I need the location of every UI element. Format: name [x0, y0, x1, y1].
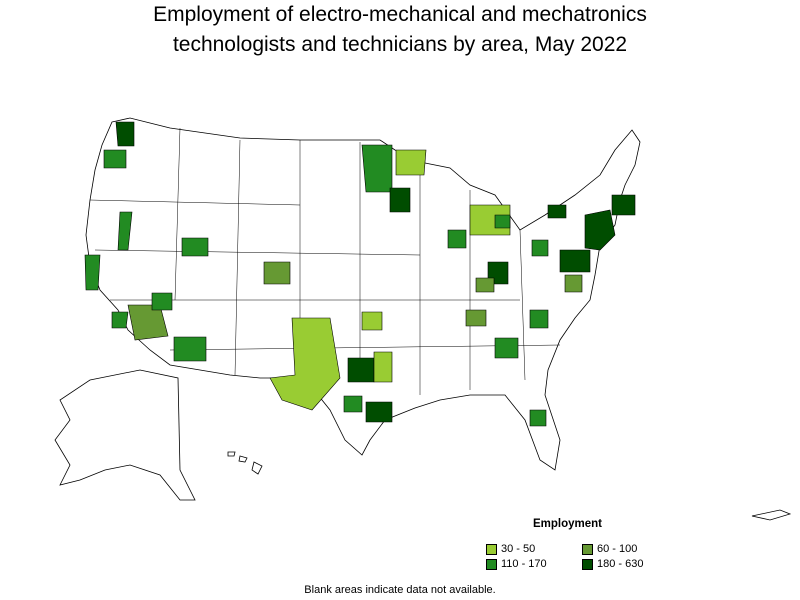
hawaii-island-1 — [227, 451, 236, 457]
region-detroit — [494, 214, 511, 229]
region-dallas — [347, 357, 375, 383]
region-southern-california-desert — [127, 304, 169, 341]
legend-label: 110 - 170 — [501, 558, 547, 570]
region-kansas — [361, 311, 383, 331]
legend-swatch — [486, 543, 497, 555]
region-denver — [263, 261, 291, 285]
hawaii-island-2 — [238, 455, 248, 463]
region-west-texas — [269, 317, 341, 411]
region-duluth — [395, 149, 427, 176]
region-austin — [343, 395, 363, 413]
legend-swatch — [582, 558, 593, 570]
region-los-angeles — [111, 311, 129, 329]
hawaii-island-3 — [251, 461, 263, 475]
map-legend: Employment 30 - 50 60 - 100 110 - 170 18… — [486, 518, 686, 570]
region-bay-area — [84, 254, 101, 291]
legend-item: 60 - 100 — [582, 543, 678, 555]
region-atlanta — [494, 337, 519, 359]
legend-swatch — [486, 558, 497, 570]
map-title: Employment of electro-mechanical and mec… — [0, 0, 800, 60]
region-phoenix — [173, 336, 207, 362]
region-new-england — [611, 194, 636, 216]
legend-item: 110 - 170 — [486, 558, 582, 570]
legend-item: 180 - 630 — [582, 558, 678, 570]
title-line-2: technologists and technicians by area, M… — [172, 33, 628, 56]
region-pennsylvania — [559, 249, 591, 273]
region-salt-lake-city — [181, 237, 209, 257]
region-houston — [365, 401, 393, 423]
title-line-1: Employment of electro-mechanical and mec… — [153, 3, 647, 26]
region-indiana — [475, 277, 495, 293]
region-minneapolis — [389, 187, 411, 213]
region-las-vegas — [151, 292, 173, 311]
legend-label: 60 - 100 — [597, 543, 638, 555]
region-portland — [103, 149, 127, 169]
region-north-dakota-area — [361, 144, 393, 193]
region-western-washington — [115, 121, 135, 147]
legend-title: Employment — [533, 518, 603, 530]
alaska-outline — [54, 369, 196, 501]
puerto-rico-outline — [751, 509, 792, 521]
region-florida — [529, 409, 547, 427]
region-west-virginia — [531, 239, 549, 257]
legend-swatch — [582, 543, 593, 555]
region-east-texas — [373, 351, 393, 383]
legend-label: 180 - 630 — [597, 558, 644, 570]
region-carolinas — [529, 309, 549, 329]
region-tennessee — [465, 309, 487, 327]
region-northeast-corridor — [584, 209, 616, 251]
legend-label: 30 - 50 — [501, 543, 536, 555]
region-sacramento — [117, 211, 133, 251]
region-chicago — [447, 229, 467, 249]
region-virginia — [564, 274, 583, 293]
legend-item: 30 - 50 — [486, 543, 582, 555]
data-availability-note: Blank areas indicate data not available. — [304, 584, 496, 596]
region-upstate-new-york — [547, 204, 567, 219]
